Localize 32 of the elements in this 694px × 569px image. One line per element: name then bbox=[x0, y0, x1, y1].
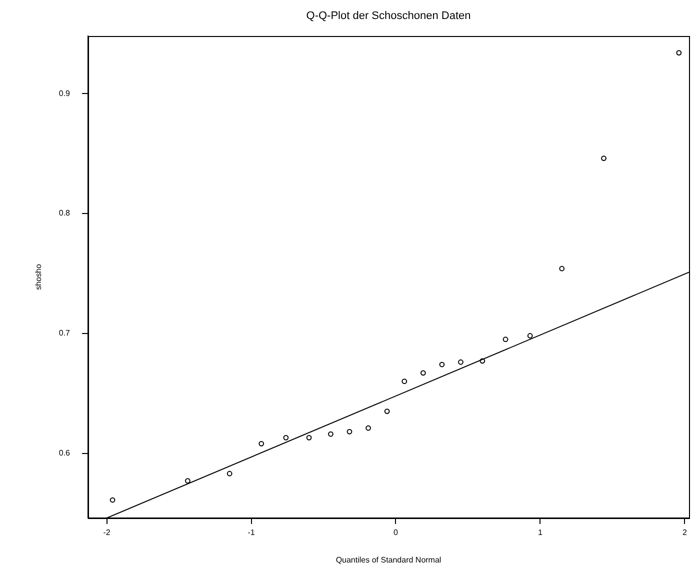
x-tick-label: 0 bbox=[393, 528, 398, 538]
point bbox=[480, 358, 486, 364]
point bbox=[184, 478, 190, 484]
x-tick-label: -1 bbox=[248, 528, 256, 538]
point bbox=[366, 425, 371, 431]
point bbox=[402, 378, 408, 384]
y-tick-label: 0.8 bbox=[58, 208, 71, 218]
point bbox=[420, 370, 426, 376]
x-axis-title: Quantiles of Standard Normal bbox=[336, 555, 442, 564]
y-axis-title: shosho bbox=[34, 264, 44, 290]
point bbox=[110, 497, 116, 503]
point bbox=[346, 428, 352, 434]
point bbox=[676, 50, 682, 56]
point bbox=[328, 431, 334, 437]
y-tick-label: 0.9 bbox=[58, 88, 71, 98]
point bbox=[283, 434, 289, 440]
x-tick-label: -2 bbox=[103, 528, 111, 538]
y-tick-label: 0.7 bbox=[58, 328, 71, 338]
chart-title: Q-Q-Plot der Schoschonen Daten bbox=[306, 10, 471, 22]
point bbox=[502, 336, 508, 342]
point bbox=[439, 362, 445, 368]
point bbox=[306, 434, 312, 440]
x-tick-label: 1 bbox=[538, 528, 543, 538]
point bbox=[527, 333, 533, 338]
point bbox=[226, 470, 232, 476]
point bbox=[601, 156, 606, 161]
point bbox=[258, 440, 264, 446]
point bbox=[458, 359, 464, 365]
point bbox=[559, 266, 565, 272]
point bbox=[384, 408, 390, 414]
y-tick-label: 0.6 bbox=[58, 448, 71, 458]
x-tick-label: 2 bbox=[682, 528, 688, 538]
